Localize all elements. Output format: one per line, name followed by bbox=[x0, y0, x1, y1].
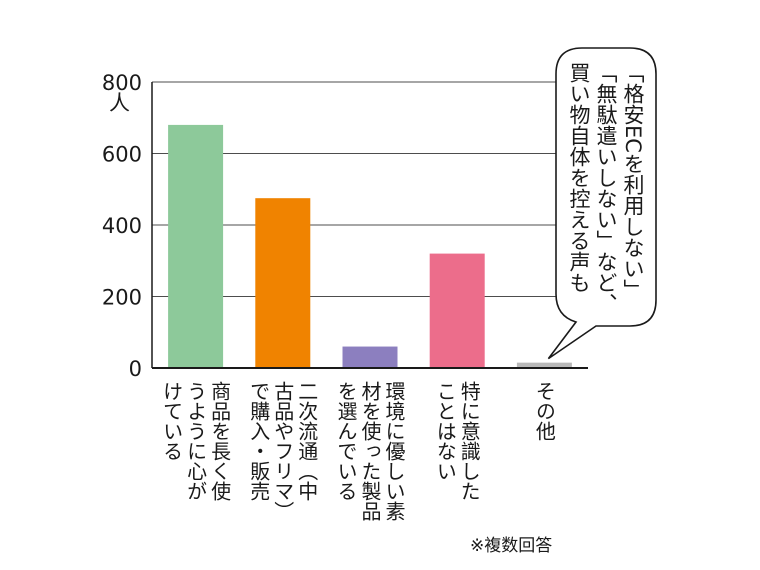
y-tick-label: 800 bbox=[102, 71, 142, 95]
category-label-line: うように心が bbox=[184, 381, 208, 501]
category-label-line: ことはない bbox=[433, 381, 457, 481]
category-label: その他 bbox=[532, 381, 556, 441]
category-label-line: その他 bbox=[532, 381, 556, 441]
bar bbox=[168, 124, 224, 369]
gridlines bbox=[152, 81, 588, 297]
bar bbox=[516, 362, 572, 368]
y-tick-label: 200 bbox=[102, 286, 142, 310]
category-label-line: を選んでいる bbox=[334, 381, 358, 501]
footnote: ※複数回答 bbox=[470, 536, 552, 556]
category-label-line: けている bbox=[160, 381, 184, 461]
category-label-line: 古品やフリマ） bbox=[271, 381, 295, 521]
y-tick-label: 400 bbox=[102, 214, 142, 238]
category-label-line: 環境に優しい素 bbox=[382, 381, 406, 521]
y-tick-label: 600 bbox=[102, 143, 142, 167]
callout-text-line: 「格安ECを利用しない」 bbox=[621, 62, 645, 300]
callout-bubble bbox=[547, 47, 657, 360]
bars bbox=[168, 124, 572, 369]
bar bbox=[429, 253, 485, 368]
y-tick-label: 0 bbox=[129, 357, 142, 381]
category-label-line: 二次流通（中 bbox=[295, 381, 319, 501]
category-label-line: 材を使った製品 bbox=[358, 381, 382, 521]
annotation-callout: 「格安ECを利用しない」「無駄遣いしない」など、買い物自体を控える声も bbox=[547, 47, 657, 360]
category-label-line: で購入・販売 bbox=[247, 381, 271, 501]
y-axis-unit: 人 bbox=[109, 91, 130, 115]
category-label-line: 特に意識した bbox=[457, 381, 481, 501]
category-label-line: 商品を長く使 bbox=[208, 381, 232, 501]
bar bbox=[342, 346, 398, 368]
y-axis: 0 200 400 600 800 bbox=[102, 71, 153, 381]
bar bbox=[255, 198, 311, 368]
callout-text-line: 買い物自体を控える声も bbox=[567, 62, 591, 293]
callout-text-line: 「無駄遣いしない」など、 bbox=[594, 62, 618, 314]
